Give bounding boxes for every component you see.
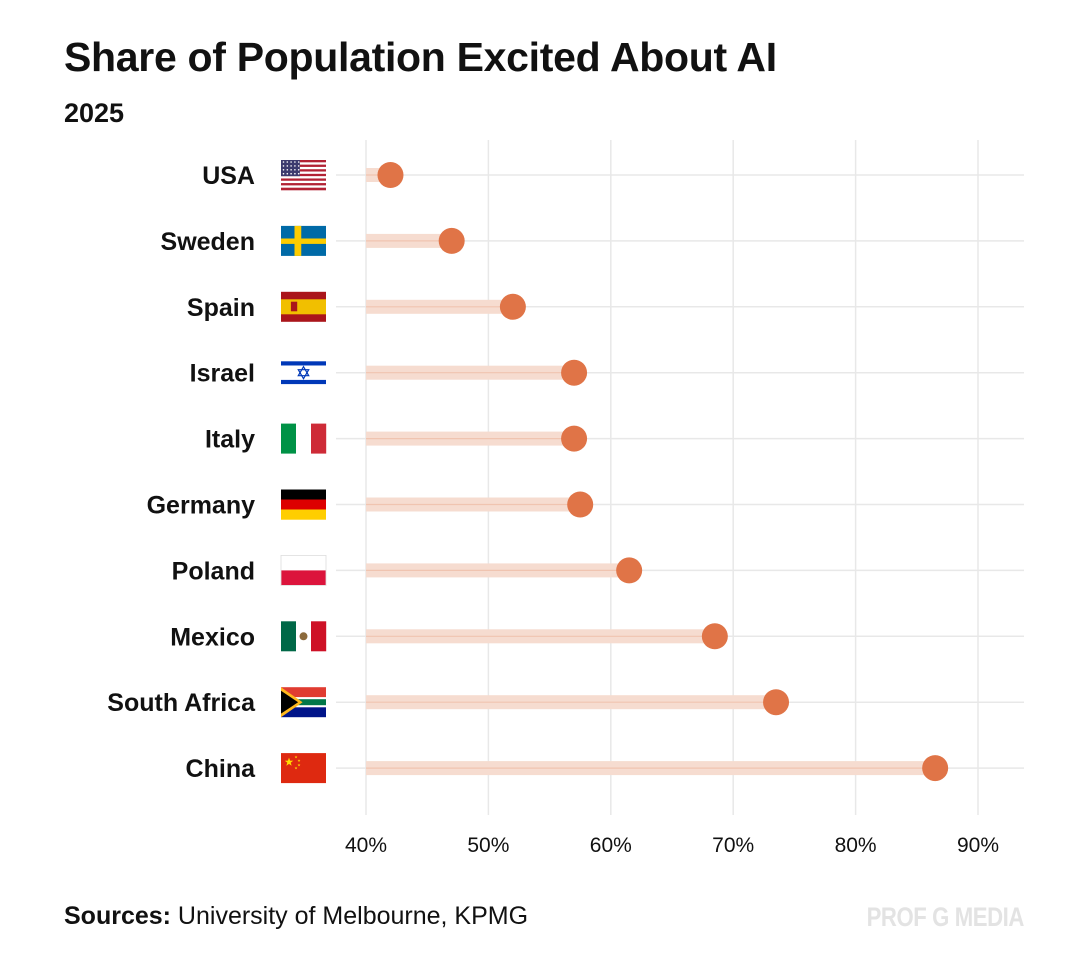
italy-flag-icon — [281, 423, 327, 454]
source-note: Sources: University of Melbourne, KPMG — [64, 902, 528, 931]
dot-italy — [561, 425, 588, 452]
country-label: Germany — [147, 492, 255, 520]
dot-poland — [616, 557, 643, 584]
x-tick-label: 60% — [590, 834, 632, 857]
country-label: Israel — [190, 360, 255, 388]
source-text: University of Melbourne, KPMG — [170, 902, 529, 930]
country-label: South Africa — [107, 689, 256, 717]
x-tick-label: 50% — [467, 834, 509, 857]
x-tick-label: 80% — [835, 834, 877, 857]
germany-flag-icon — [281, 489, 326, 520]
chart-subtitle: 2025 — [64, 98, 125, 128]
country-label: Spain — [187, 294, 255, 322]
x-tick-label: 40% — [345, 834, 387, 857]
x-tick-label: 70% — [712, 834, 754, 857]
dot-spain — [499, 293, 526, 320]
south-africa-flag-icon — [281, 687, 326, 718]
poland-flag-icon — [280, 555, 327, 586]
sweden-flag-icon — [281, 225, 326, 256]
us-flag-icon — [281, 160, 326, 191]
dot-china — [922, 755, 949, 782]
dot-israel — [561, 359, 588, 386]
country-label: Mexico — [170, 623, 255, 651]
x-tick-label: 90% — [957, 834, 999, 857]
dot-germany — [567, 491, 594, 518]
chart-title: Share of Population Excited About AI — [64, 34, 777, 80]
dot-usa — [377, 162, 404, 188]
country-label: Poland — [172, 557, 255, 585]
israel-flag-icon — [281, 357, 326, 388]
china-flag-icon — [281, 753, 326, 784]
dot-mexico — [701, 623, 728, 650]
country-label: Italy — [205, 426, 255, 454]
spain-flag-icon — [281, 291, 326, 322]
dot-south-africa — [763, 689, 790, 716]
country-label: Sweden — [161, 228, 255, 256]
source-label: Sources: — [64, 902, 171, 930]
dot-sweden — [438, 227, 465, 254]
brand-watermark: PROF G MEDIA — [866, 902, 1025, 932]
country-label: USA — [202, 162, 255, 190]
country-label: China — [186, 755, 257, 783]
mexico-flag-icon — [281, 621, 327, 652]
